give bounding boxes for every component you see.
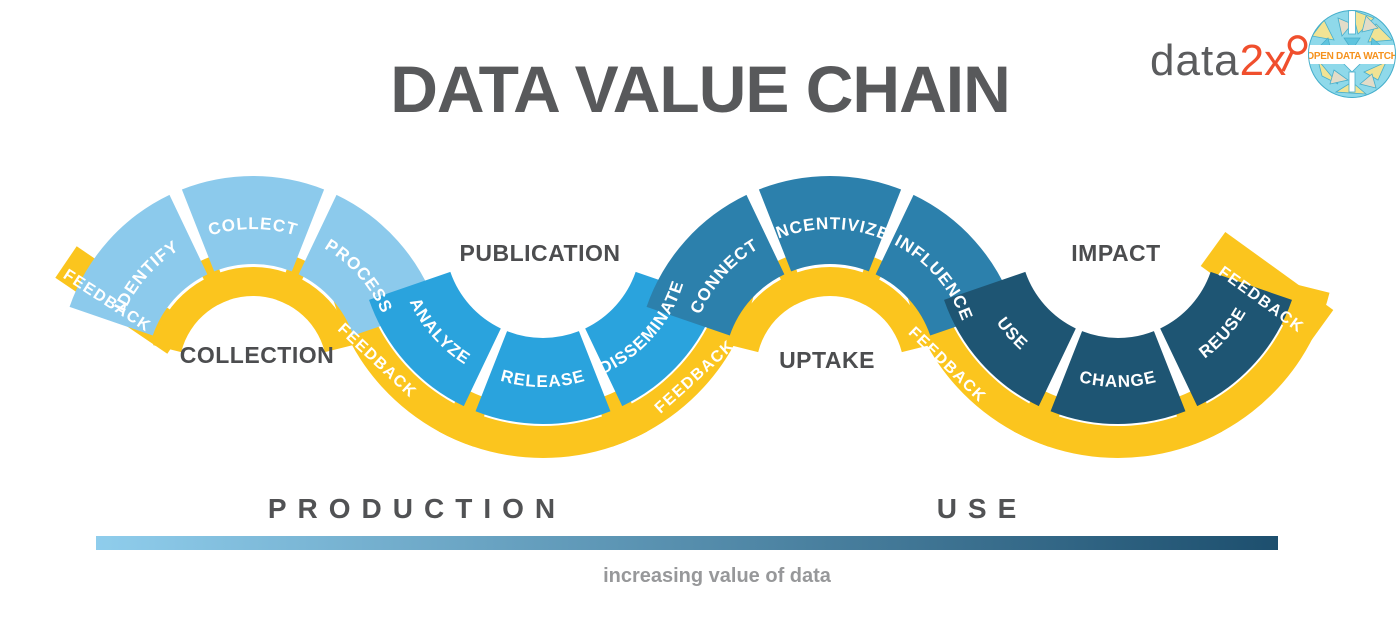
page-title: DATA VALUE CHAIN (390, 52, 1011, 126)
value-gradient-bar (96, 536, 1278, 550)
segment-incentivize (758, 176, 902, 272)
odw-logo-text: OPEN DATA WATCH (1306, 51, 1397, 62)
stage-label-impact: IMPACT (1071, 240, 1160, 266)
ribbon-arc (331, 285, 755, 458)
ribbon-arc (730, 266, 930, 353)
segment-identify (69, 194, 208, 336)
gradient-caption: increasing value of data (603, 565, 831, 587)
segment-reuse (1160, 271, 1292, 407)
open-data-watch-logo: OPEN DATA WATCH (1306, 10, 1397, 98)
data2x-logo-text-orange: 2x (1239, 36, 1287, 85)
production-phase-label: PRODUCTION (267, 493, 567, 524)
ribbon-bump (596, 387, 648, 447)
data2x-logo-text-gray: data (1150, 36, 1240, 85)
segment-use (944, 271, 1076, 407)
stage-label-uptake: UPTAKE (779, 347, 875, 373)
ribbon-arc (906, 285, 1330, 458)
ribbon-bump (1171, 387, 1223, 447)
stage-label-collection: COLLECTION (180, 342, 335, 368)
odw-mosaic-globe: OPEN DATA WATCH (1306, 10, 1397, 98)
segment-analyze (369, 271, 501, 407)
segment-change (1050, 331, 1186, 425)
segment-release (475, 331, 611, 425)
stage-label-publication: PUBLICATION (460, 240, 621, 266)
segment-connect (646, 194, 785, 336)
stage-segments (69, 176, 1292, 425)
data2x-logo: data 2x (1150, 33, 1311, 83)
segment-collect (181, 176, 325, 272)
ribbon-arc (153, 266, 353, 353)
ribbon-bump (1013, 387, 1065, 447)
data2x-ring-icon (1281, 35, 1308, 72)
use-phase-label: USE (936, 493, 1028, 524)
ribbon-bump (438, 387, 490, 447)
